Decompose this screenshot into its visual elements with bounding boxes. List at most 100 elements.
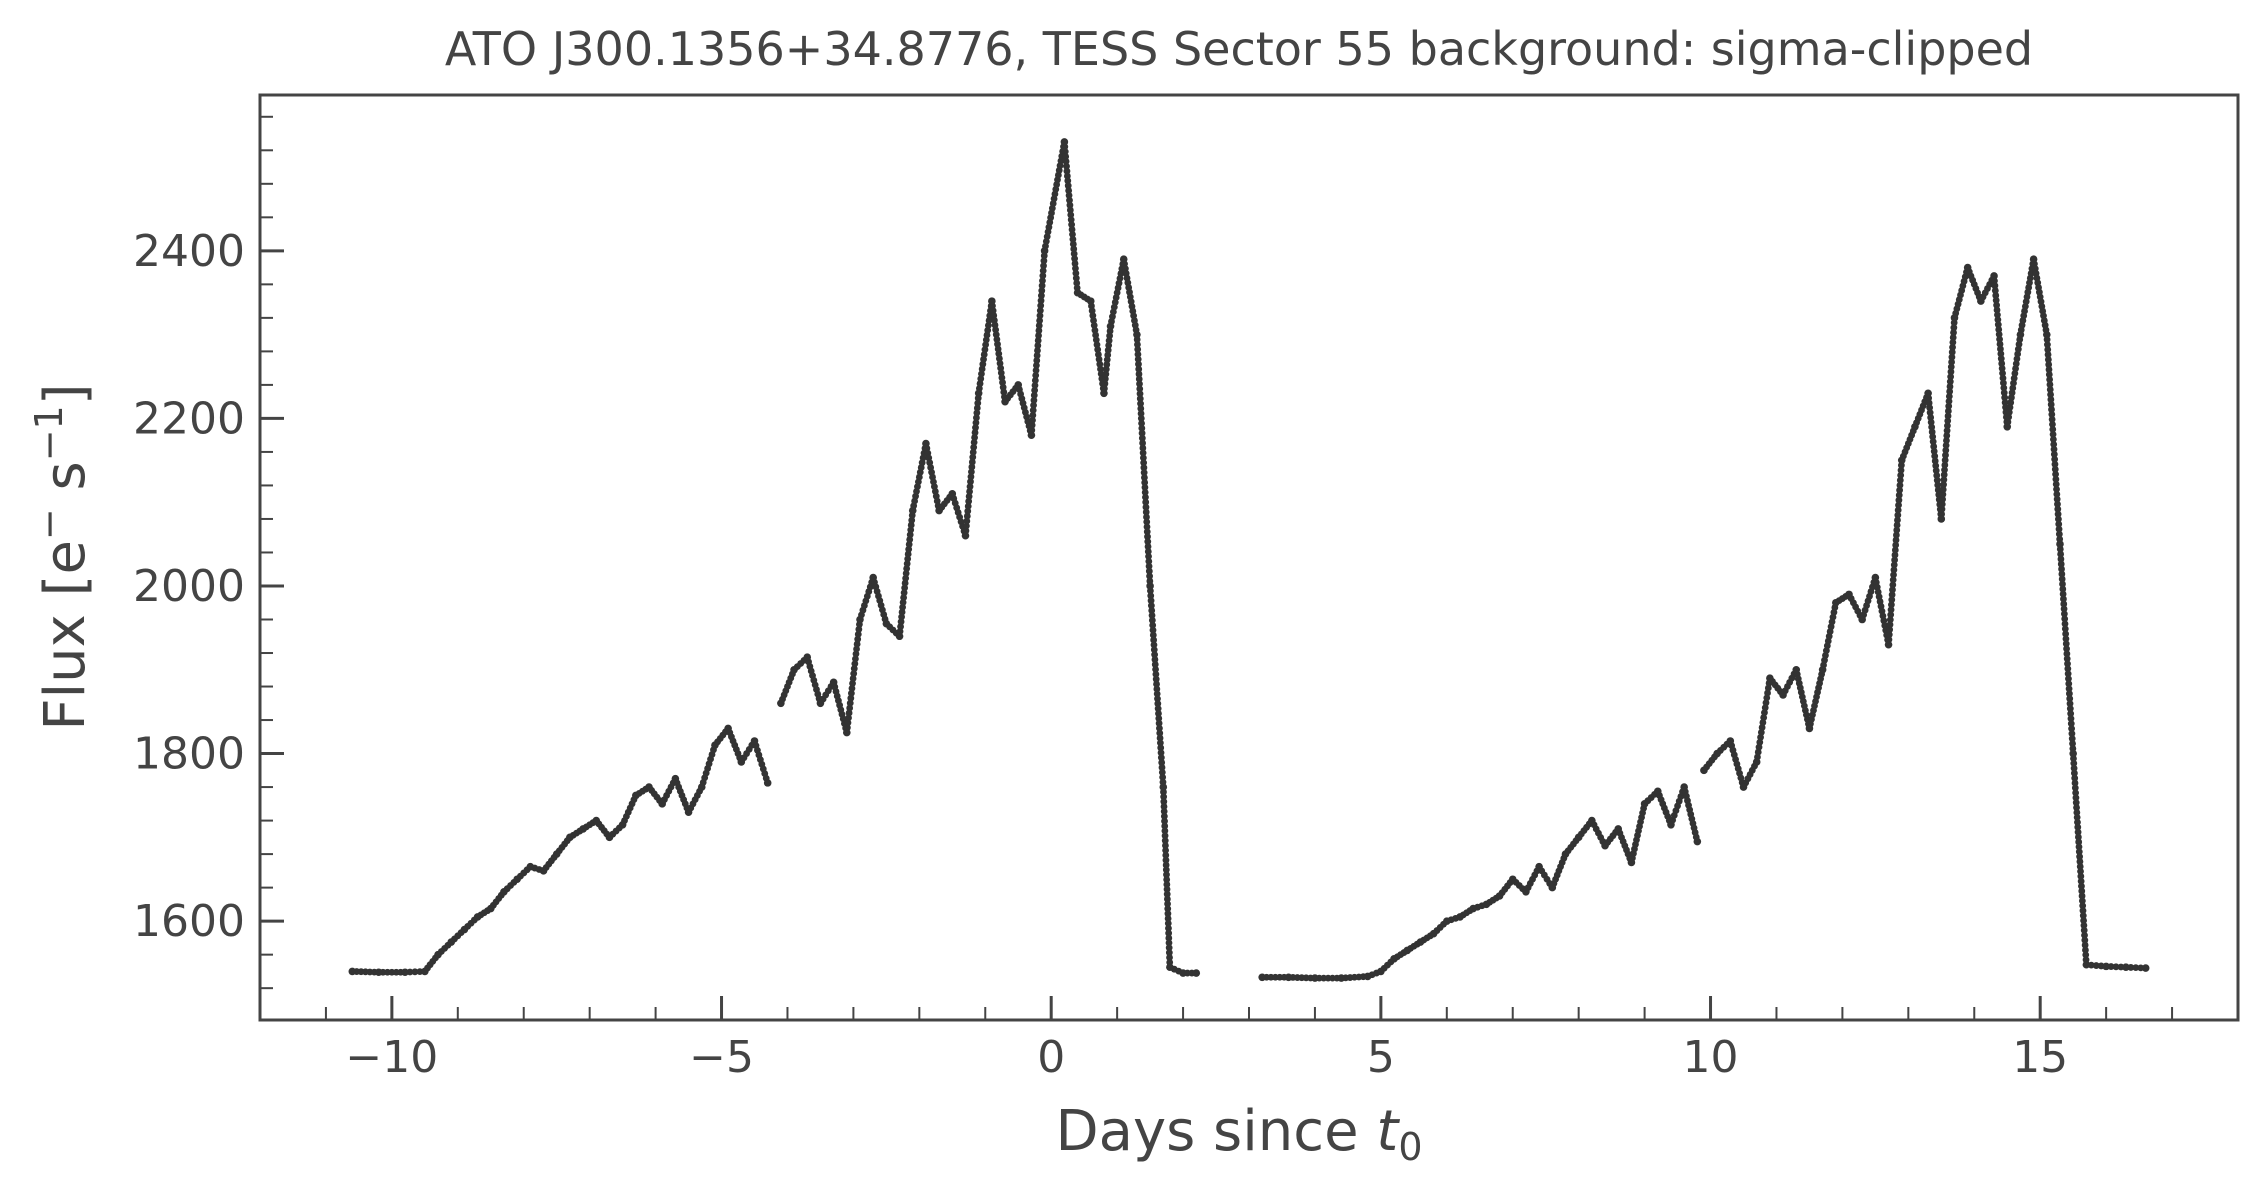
- data-point-interp: [1034, 342, 1042, 349]
- data-point-interp: [1997, 355, 2005, 363]
- data-point-interp: [2057, 555, 2065, 563]
- data-point-interp: [1997, 350, 2005, 358]
- data-point: [1403, 946, 1412, 955]
- data-point-interp: [1147, 597, 1155, 605]
- data-point-interp: [1993, 306, 2001, 314]
- data-point-interp: [1157, 744, 1165, 752]
- data-point-interp: [1028, 421, 1036, 429]
- data-point: [1680, 783, 1688, 791]
- data-point-interp: [1941, 466, 1948, 474]
- x-tick-label: 15: [2012, 1032, 2068, 1083]
- data-point-interp: [2061, 615, 2069, 623]
- data-point-interp: [2053, 490, 2061, 498]
- data-point-interp: [2070, 764, 2078, 772]
- data-point-interp: [1136, 380, 1143, 388]
- data-point: [434, 950, 442, 959]
- x-tick-label: −5: [689, 1032, 754, 1083]
- data-point: [579, 825, 587, 833]
- data-point-interp: [1153, 685, 1161, 693]
- data-point-interp: [1992, 292, 2000, 299]
- data-point-interp: [1064, 182, 1072, 190]
- data-point-interp: [1142, 498, 1150, 506]
- data-point: [1482, 900, 1491, 909]
- data-point-interp: [1888, 591, 1896, 599]
- data-point-interp: [2059, 580, 2066, 588]
- data-point-interp: [2045, 361, 2053, 368]
- data-point-interp: [1161, 817, 1168, 825]
- data-point-interp: [1070, 250, 1078, 258]
- data-point-interp: [2067, 710, 2075, 718]
- data-point-interp: [1149, 626, 1157, 634]
- data-point-interp: [2049, 420, 2056, 428]
- data-point-interp: [2052, 480, 2060, 488]
- data-point-interp: [1142, 503, 1150, 511]
- data-point-interp: [1158, 764, 1166, 771]
- data-point-interp: [973, 409, 981, 417]
- data-point-interp: [2055, 525, 2063, 533]
- data-point-interp: [1891, 556, 1899, 564]
- data-point-interp: [972, 419, 980, 427]
- data-point-interp: [1148, 616, 1156, 624]
- data-point-interp: [1072, 265, 1079, 272]
- data-point-interp: [1031, 386, 1039, 394]
- data-point-interp: [1164, 910, 1172, 918]
- data-point: [2016, 330, 2025, 339]
- data-point-interp: [1889, 576, 1897, 584]
- data-point-interp: [1161, 832, 1169, 840]
- data-point-interp: [1139, 439, 1147, 447]
- data-point-interp: [1155, 710, 1162, 717]
- data-point-interp: [1068, 226, 1076, 233]
- data-point-interp: [2064, 665, 2072, 673]
- data-point-interp: [1142, 508, 1150, 516]
- data-point-interp: [2047, 391, 2054, 398]
- data-point-interp: [970, 438, 978, 446]
- data-point-interp: [1144, 548, 1152, 555]
- data-point: [1106, 322, 1115, 331]
- data-point-interp: [1154, 700, 1162, 708]
- data-point-interp: [971, 429, 979, 436]
- data-point: [1667, 820, 1675, 829]
- data-point-interp: [1993, 301, 2000, 309]
- data-point-interp: [1035, 332, 1042, 339]
- data-point-interp: [1164, 905, 1172, 913]
- data-point-interp: [2048, 406, 2055, 413]
- data-point-interp: [1063, 172, 1071, 180]
- data-point: [1884, 640, 1893, 649]
- data-point-interp: [1134, 355, 1142, 363]
- data-point-interp: [1066, 201, 1074, 209]
- data-point-interp: [1032, 371, 1040, 379]
- data-point-interp: [1164, 919, 1172, 927]
- data-point: [803, 653, 812, 662]
- data-point: [632, 791, 640, 800]
- data-point-interp: [1149, 621, 1157, 629]
- data-point: [1977, 297, 1985, 305]
- data-point-interp: [1155, 715, 1163, 722]
- data-point-interp: [1160, 793, 1168, 801]
- data-point-interp: [1897, 471, 1905, 479]
- data-point: [1146, 582, 1154, 590]
- data-point-interp: [2000, 379, 2007, 387]
- data-point-interp: [2074, 818, 2081, 826]
- data-point-interp: [2063, 650, 2071, 658]
- data-point-interp: [1891, 551, 1899, 559]
- data-point-interp: [1162, 856, 1170, 864]
- data-point-interp: [2065, 680, 2073, 688]
- data-point-interp: [1158, 768, 1166, 776]
- data-point-interp: [2060, 605, 2068, 613]
- data-point-interp: [968, 458, 976, 466]
- data-point-interp: [969, 448, 977, 456]
- data-point-interp: [1040, 257, 1048, 265]
- data-point-interp: [1150, 636, 1158, 644]
- data-point-interp: [2078, 892, 2086, 900]
- data-point-interp: [966, 483, 974, 490]
- data-point-interp: [1033, 362, 1040, 369]
- data-point-interp: [1039, 277, 1046, 285]
- data-point-interp: [2081, 931, 2088, 939]
- data-point-interp: [2053, 485, 2060, 493]
- data-point: [922, 439, 930, 448]
- data-point-interp: [1138, 434, 1146, 442]
- data-point-interp: [1063, 162, 1070, 170]
- data-point-interp: [2057, 560, 2065, 568]
- data-point: [1060, 138, 1069, 146]
- data-point: [790, 665, 798, 674]
